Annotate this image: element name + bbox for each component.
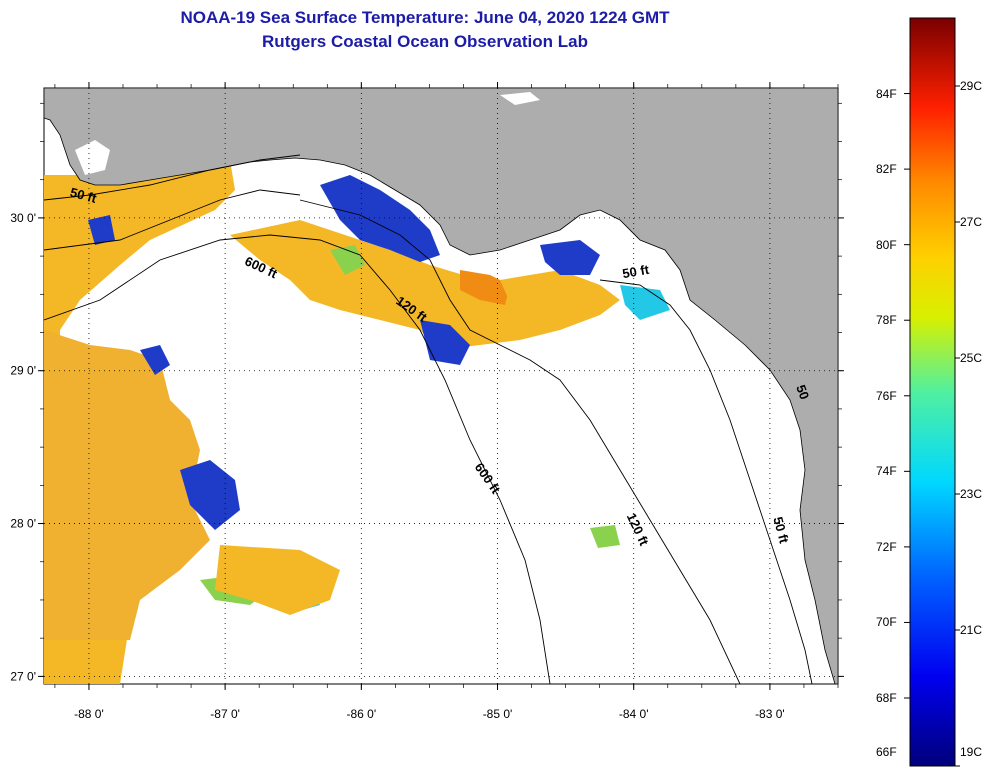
land-layer (44, 88, 838, 684)
sst-green-1 (330, 245, 365, 275)
contour-600ft-shelf (44, 189, 301, 251)
colorbar (904, 17, 960, 767)
map-title: NOAA-19 Sea Surface Temperature: June 04… (180, 8, 670, 27)
colorbar-f-label: 70F (876, 615, 897, 630)
lon-label: -83 0' (755, 707, 785, 721)
contour-label: 50 ft (621, 262, 651, 282)
sst-cool-west (180, 460, 240, 530)
colorbar-c-label: 29C (960, 79, 983, 93)
lat-label: 30 0' (10, 211, 36, 225)
lon-label: -85 0' (483, 707, 513, 721)
colorbar-c-label: 25C (960, 351, 983, 365)
sst-cool-spot-2 (88, 215, 115, 245)
contour-label: 50 ft (68, 185, 98, 207)
sst-cyan-2 (620, 285, 670, 320)
sst-green-3 (590, 525, 620, 548)
contour-50ft-east (599, 279, 813, 684)
colorbar-f-label: 74F (876, 464, 897, 479)
contour-600ft (44, 234, 551, 684)
colorbar-f-label: 72F (876, 539, 897, 554)
colorbar-f-label: 78F (876, 313, 897, 328)
sst-cool-coast-2 (540, 240, 600, 275)
land-bay-cutout (75, 140, 110, 175)
contour-label: 50 ft (770, 515, 792, 545)
sst-cool-coast-3 (420, 320, 470, 365)
colorbar-f-label: 82F (876, 162, 897, 177)
map-subtitle: Rutgers Coastal Ocean Observation Lab (262, 32, 588, 51)
depth-contours (44, 154, 813, 684)
lat-label: 29 0' (10, 364, 36, 378)
sst-warm-inner (44, 330, 210, 640)
contour-label: 50 (793, 383, 812, 402)
colorbar-f-label: 84F (876, 86, 897, 101)
sst-data-layer (44, 130, 670, 684)
lon-label: -87 0' (210, 707, 240, 721)
map-area (43, 87, 839, 685)
contour-50ft-west (44, 154, 301, 201)
contour-120ft (299, 199, 741, 684)
sst-warm-apalachee (500, 270, 620, 330)
colorbar-ticks (904, 85, 960, 767)
lon-label: -86 0' (346, 707, 376, 721)
colorbar-c-label: 23C (960, 487, 983, 501)
sst-warm-coast (230, 220, 560, 350)
colorbar-f-label: 66F (876, 745, 897, 759)
sst-cool-spot-1 (140, 345, 170, 375)
lat-label: 28 0' (10, 517, 36, 531)
lon-label: -84 0' (619, 707, 649, 721)
colorbar-f-label: 76F (876, 388, 897, 403)
colorbar-c-label: 21C (960, 623, 983, 637)
colorbar-c-label: 19C (960, 745, 983, 759)
sst-cool-coast-1 (320, 175, 440, 262)
colorbar-f-label: 68F (876, 691, 897, 705)
colorbar-c-label: 27C (960, 215, 983, 229)
colorbar-gradient (909, 17, 956, 767)
lat-label: 27 0' (10, 669, 36, 683)
sst-warm-south (215, 545, 340, 615)
land-mainland (44, 88, 838, 684)
land-bay-cutout-2 (500, 92, 540, 105)
lon-label: -88 0' (74, 707, 104, 721)
map-axes: -88 0' -87 0' -86 0' -85 0' -84 0' -83 0' 30 0… (10, 82, 844, 721)
colorbar-f-label: 80F (876, 237, 897, 252)
